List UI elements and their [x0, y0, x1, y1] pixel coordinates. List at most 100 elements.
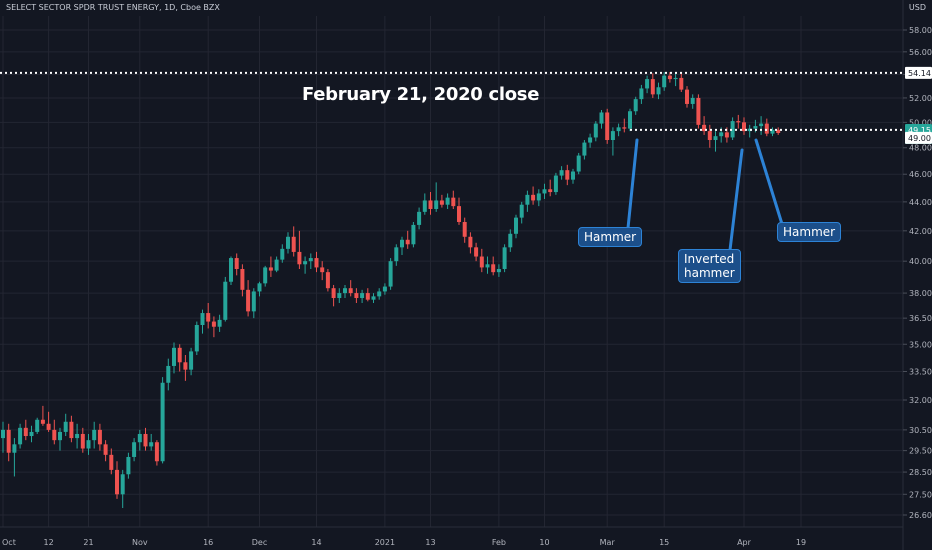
y-tick-label: 28.50: [909, 468, 932, 477]
support-price-tag: [905, 131, 932, 144]
currency-label: USD: [908, 3, 926, 12]
x-tick-label: 10: [539, 538, 549, 547]
candle-body: [582, 142, 587, 156]
price-axis: 26.60 27.50 28.50 29.50 30.50 32.00 33.50 35.00…: [902, 0, 932, 550]
candle-body: [702, 124, 707, 132]
resistance-price-tag: [905, 66, 932, 79]
candle-body: [730, 121, 735, 138]
candle-body: [183, 362, 188, 370]
y-tick-label: 26.60: [909, 511, 932, 520]
candle-body: [747, 128, 752, 132]
candle-body: [491, 264, 496, 273]
candle-body: [462, 221, 467, 237]
candle-body: [251, 291, 256, 312]
candle-body: [479, 256, 484, 268]
candle-body: [622, 127, 627, 129]
candle-body: [445, 197, 450, 205]
candle-body: [553, 175, 558, 193]
candle-body: [565, 170, 570, 180]
candle-body: [354, 293, 359, 299]
candle-body: [559, 170, 564, 176]
x-tick-label: 13: [425, 538, 435, 547]
candle-body: [154, 442, 159, 462]
x-tick-label: Dec: [252, 538, 267, 547]
candle-body: [605, 112, 610, 141]
candle-body: [628, 111, 632, 129]
hammer-callout-1[interactable]: Hammer: [578, 227, 643, 247]
candle-body: [673, 77, 678, 80]
candle-body: [525, 194, 530, 205]
candle-body: [331, 288, 336, 299]
callout-label: Hammer: [584, 230, 637, 244]
callout-pointer-1: [626, 138, 639, 230]
candle-body: [764, 123, 769, 134]
candle-body: [439, 200, 444, 205]
resistance-price-text: 54.14: [908, 69, 931, 78]
y-tick-label: 48.00: [909, 144, 932, 153]
candle-body: [246, 289, 251, 312]
callout-pointer-3: [754, 138, 784, 226]
candle-body: [571, 171, 575, 180]
y-tick-label: 33.50: [909, 368, 932, 377]
y-tick-label: 46.00: [909, 170, 932, 179]
candle-body: [365, 293, 370, 300]
candle-body: [719, 132, 724, 137]
candle-body: [257, 283, 262, 292]
x-tick-label: 2021: [375, 538, 395, 547]
hammer-callout-2[interactable]: Hammer: [777, 222, 842, 242]
x-tick-label: 21: [83, 538, 93, 547]
candle-body: [286, 236, 290, 249]
candle-body: [776, 129, 781, 134]
candle-body: [6, 429, 11, 453]
candle-body: [736, 121, 741, 123]
inverted-hammer-callout[interactable]: Inverted hammer: [678, 249, 741, 283]
y-tick-label: 52.00: [909, 94, 932, 103]
candle-body: [593, 123, 598, 138]
candle-body: [388, 261, 393, 287]
candle-body: [206, 313, 211, 322]
candle-body: [143, 433, 148, 447]
candle-body: [759, 123, 764, 127]
candle-body: [679, 77, 684, 90]
candle-body: [103, 444, 108, 455]
candle-body: [137, 433, 142, 443]
callout-label-line1: Inverted: [684, 252, 735, 266]
candle-body: [297, 251, 302, 265]
candle-body: [742, 122, 746, 132]
y-tick-label: 30.50: [909, 426, 932, 435]
candle-body: [508, 233, 513, 248]
candle-body: [268, 267, 273, 271]
candle-body: [576, 155, 581, 172]
candle-body: [645, 79, 650, 89]
callout-label-line2: hammer: [684, 266, 735, 280]
candle-body: [400, 239, 404, 248]
x-tick-label: 12: [44, 538, 54, 547]
candle-body: [40, 419, 45, 424]
candle-body: [616, 127, 621, 132]
candle-body: [303, 261, 308, 265]
candle-body: [29, 431, 34, 437]
candle-body: [320, 267, 325, 273]
candle-body: [97, 429, 102, 445]
candle-body: [650, 79, 655, 95]
candle-body: [474, 247, 479, 257]
price-levels: [0, 71, 903, 131]
candle-body: [713, 136, 718, 141]
candle-body: [348, 288, 353, 294]
candle-body: [656, 87, 661, 95]
y-tick-label: 35.00: [909, 340, 932, 349]
candle-body: [377, 291, 382, 297]
candle-body: [229, 258, 233, 282]
candle-body: [120, 474, 125, 495]
candle-body: [166, 365, 171, 383]
callout-pointers: [626, 138, 784, 252]
headline-annotation: February 21, 2020 close: [302, 84, 540, 105]
y-tick-label: 40.00: [909, 257, 932, 266]
candle-body: [610, 131, 615, 141]
y-tick-label: 38.00: [909, 289, 932, 298]
x-tick-label: 16: [203, 538, 213, 547]
candle-body: [177, 347, 182, 363]
candle-body: [502, 247, 507, 270]
candle-body: [343, 288, 347, 294]
candle-body: [211, 321, 216, 327]
